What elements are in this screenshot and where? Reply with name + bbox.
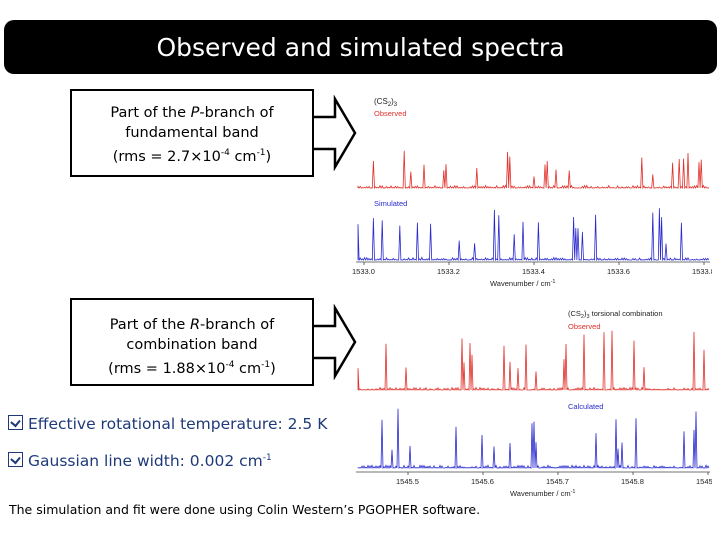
box2-line2: combination band — [126, 337, 258, 353]
spectrum-1: (CS2)3 Observed Simulated 1533.0 1533.2 15… — [350, 90, 715, 290]
spectrum-1-tick-label: 1533.4 — [522, 267, 545, 276]
bullet-exp: -1 — [262, 452, 272, 463]
checkbox-bullet-icon — [8, 415, 23, 430]
spectrum-2-calculated-trace — [357, 408, 710, 470]
r-branch-description: Part of the R-branch of combination band… — [70, 298, 314, 386]
slide-title: Observed and simulated spectra — [4, 20, 717, 74]
p-branch-description: Part of the P-branch of fundamental band… — [70, 89, 314, 177]
spectrum-1-observed-trace — [357, 150, 709, 190]
spectrum-2-observed-label: Observed — [568, 322, 601, 331]
arrow-right-icon — [314, 304, 357, 380]
box2-rms-value: (rms = 1.88 — [108, 360, 195, 377]
spectrum-1-tick-label: 1533.8 — [692, 267, 712, 276]
spectrum-1-simulated-trace — [357, 208, 710, 262]
box2-branch-letter: R — [189, 317, 201, 333]
spectrum-2-plot: (CS2)3 torsional combination Observed Ca… — [356, 309, 719, 498]
spectrum-1-tick-label: 1533.2 — [437, 267, 460, 276]
arrow-right-icon — [314, 95, 357, 171]
box1-rms-base: 10 — [202, 148, 221, 165]
spectrum-1-plot: (CS2)3 Observed Simulated 1533.0 1533.2 15… — [352, 97, 715, 288]
spectrum-2-species: (CS2)3 torsional combination — [568, 309, 663, 320]
spectrum-2-tick-label: 1545.9 — [696, 477, 712, 486]
spectrum-1-tick-label: 1533.6 — [607, 267, 630, 276]
box2-times: × — [194, 360, 208, 377]
box2-line1-pre: Part of the — [109, 317, 190, 333]
box2-rms-unit: cm — [234, 360, 262, 377]
spectrum-1-species: (CS2)3 — [374, 97, 398, 108]
box1-rms-exp: -4 — [220, 148, 230, 158]
bullet-rotational-temperature: Effective rotational temperature: 2.5 K — [8, 414, 327, 433]
spectrum-2-tick-label: 1545.8 — [621, 477, 644, 486]
box1-line2: fundamental band — [125, 125, 259, 141]
box2-rms-unit-exp: -1 — [261, 360, 271, 370]
box2-rms-exp: -4 — [225, 360, 235, 370]
spectrum-2-observed-trace — [357, 330, 710, 392]
spectrum-1-xlabel: Wavenumber / cm-1 — [490, 279, 555, 288]
bullet-line-width: Gaussian line width: 0.002 cm-1 — [8, 451, 272, 470]
spectrum-1-observed-label: Observed — [374, 109, 407, 118]
box1-line1-post: -branch of — [199, 105, 274, 121]
box1-times: × — [190, 148, 203, 165]
bullet-text: Effective rotational temperature: 2.5 K — [28, 415, 328, 433]
spectrum-2-tick-label: 1545.5 — [396, 477, 419, 486]
spectrum-2-tick-label: 1545.7 — [546, 477, 569, 486]
bullet-text: Gaussian line width: 0.002 cm — [28, 452, 263, 470]
box2-line1-post: -branch of — [200, 317, 275, 333]
spectrum-2: (CS2)3 torsional combination Observed Ca… — [350, 300, 719, 500]
checkbox-bullet-icon — [8, 452, 23, 467]
box1-line1-pre: Part of the — [110, 105, 191, 121]
box1-rms-value: (rms = 2.7 — [112, 148, 191, 165]
box1-rms-unit-exp: -1 — [256, 148, 266, 158]
box1-rms-unit: cm — [229, 148, 257, 165]
footer-note: The simulation and fit were done using C… — [9, 502, 481, 517]
box2-rms-close: ) — [270, 360, 276, 377]
spectrum-2-xlabel: Wavenumber / cm-1 — [510, 489, 575, 498]
spectrum-1-tick-label: 1533.0 — [352, 267, 375, 276]
box1-branch-letter: P — [190, 105, 200, 121]
spectrum-2-calculated-label: Calculated — [568, 402, 603, 411]
box2-rms-base: 10 — [207, 360, 226, 377]
box1-rms-close: ) — [265, 148, 272, 165]
spectrum-2-tick-label: 1545.6 — [471, 477, 494, 486]
spectrum-1-simulated-label: Simulated — [374, 199, 407, 208]
